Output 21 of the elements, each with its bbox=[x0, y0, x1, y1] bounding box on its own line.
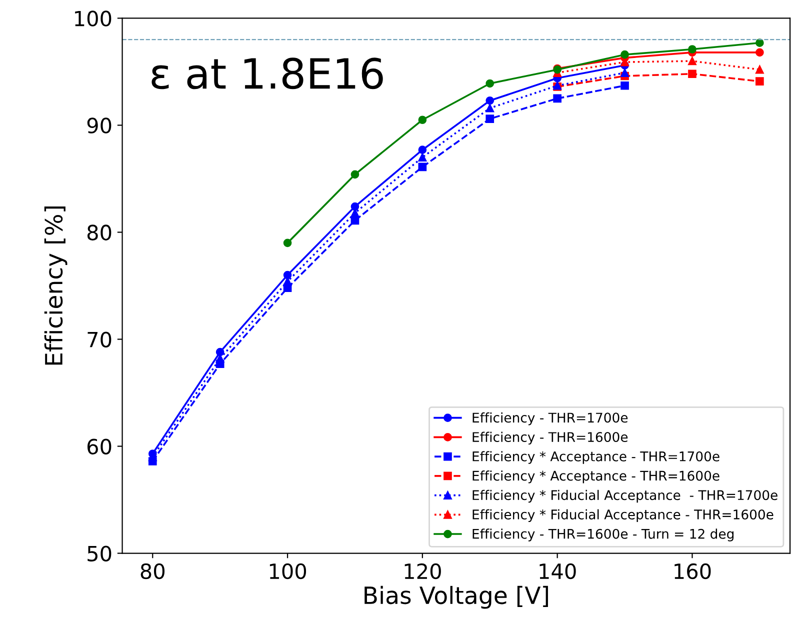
y-tick-label: 50 bbox=[88, 546, 112, 562]
x-axis-title: Bias Voltage [V] bbox=[364, 586, 548, 609]
legend-label: Efficiency * Fiducial Acceptance - THR=1600e bbox=[472, 509, 774, 522]
annotation: ε at 1.8E16 bbox=[152, 58, 383, 90]
x-tick-label: 140 bbox=[540, 563, 576, 580]
y-tick-label: 90 bbox=[87, 118, 112, 134]
y-tick-label: 70 bbox=[88, 332, 112, 348]
legend-label: Efficiency - THR=1600e bbox=[472, 432, 628, 445]
legend-label: Efficiency * Acceptance - THR=1700e bbox=[472, 451, 720, 464]
x-tick-label: 100 bbox=[270, 563, 306, 580]
legend-label: Efficiency - THR=1700e bbox=[472, 412, 628, 426]
legend-label: Efficiency * Fiducial Acceptance - THR=1700e bbox=[472, 490, 778, 503]
y-tick-label: 100 bbox=[75, 10, 112, 26]
y-tick-label: 60 bbox=[88, 438, 112, 454]
x-tick-label: 160 bbox=[674, 563, 711, 580]
x-tick-label: 80 bbox=[140, 563, 164, 580]
x-tick-label: 120 bbox=[404, 563, 441, 580]
legend-label: Efficiency * Acceptance - THR=1600e bbox=[472, 470, 720, 484]
y-axis-title: Efficiency [%] bbox=[44, 206, 68, 365]
y-tick-label: 80 bbox=[87, 224, 112, 240]
legend-label: Efficiency - THR=1600e - Turn = 12 deg bbox=[472, 528, 734, 542]
